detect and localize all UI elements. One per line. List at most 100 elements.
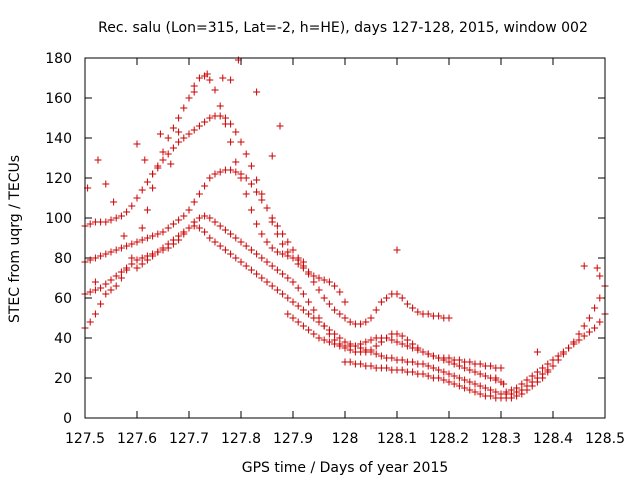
data-point [120,232,128,240]
data-point [253,88,261,96]
data-point [383,294,391,302]
data-point [409,358,417,366]
data-point [279,290,287,298]
data-point [518,380,526,388]
data-point [544,360,552,368]
data-point [206,234,214,242]
data-point [164,134,172,142]
data-point [393,330,401,338]
data-point [362,318,370,326]
data-point [289,314,297,322]
data-point [310,272,318,280]
data-point [185,130,193,138]
data-point [227,76,235,84]
data-point [377,352,385,360]
data-point [258,230,266,238]
y-tick-label: 80 [54,251,72,267]
data-point [377,298,385,306]
data-point [461,364,469,372]
data-point [502,388,510,396]
data-points [81,56,609,402]
data-point [367,348,375,356]
data-point [273,286,281,294]
axis-ticks: 127.5 127.6 127.7 127.8 127.9 128 128.1 128.2 12… [45,51,625,447]
data-point [336,310,344,318]
data-point [263,204,271,212]
x-tick-label: 128.4 [533,431,573,447]
data-point [112,246,120,254]
data-point [227,120,235,128]
data-point [107,216,115,224]
data-point [149,170,157,178]
data-point [336,288,344,296]
data-point [117,268,125,276]
data-point [372,350,380,358]
data-point [279,270,287,278]
data-point [143,178,151,186]
data-point [585,328,593,336]
data-point [219,74,227,82]
data-point [351,342,359,350]
data-point [325,338,333,346]
data-point [141,156,149,164]
data-point [221,226,229,234]
data-point [429,352,437,360]
data-point [123,242,131,250]
data-point [117,274,125,282]
data-point [294,318,302,326]
data-point [284,294,292,302]
data-point [216,168,224,176]
data-point [528,382,536,390]
data-point [455,356,463,364]
data-point [91,286,99,294]
data-point [500,380,508,388]
data-point [190,222,198,230]
data-point [237,238,245,246]
data-point [102,290,110,298]
data-point [362,346,370,354]
data-point [372,342,380,350]
data-point [409,304,417,312]
data-point [341,298,349,306]
data-point [481,372,489,380]
x-tick-label: 127.7 [169,431,209,447]
data-point [169,236,177,244]
data-point [471,388,479,396]
data-point [471,368,479,376]
data-point [549,362,557,370]
data-point [232,168,240,176]
data-point [112,214,120,222]
data-point [279,250,287,258]
data-point [403,300,411,308]
data-point [435,374,443,382]
data-point [481,384,489,392]
data-point [247,162,255,170]
data-point [357,320,365,328]
data-point [305,310,313,318]
y-tick-label: 180 [45,51,72,67]
data-point [528,372,536,380]
data-point [211,170,219,178]
data-point [247,266,255,274]
data-point [362,338,370,346]
data-point [268,282,276,290]
data-point [253,220,261,228]
data-point [91,278,99,286]
data-point [206,76,214,84]
data-point [513,392,521,400]
data-point [414,346,422,354]
data-point [357,360,365,368]
data-point [393,290,401,298]
data-point [175,232,183,240]
data-point [315,286,323,294]
data-point [331,282,339,290]
data-point [310,306,318,314]
data-point [440,376,448,384]
data-point [585,314,593,322]
data-point [476,382,484,390]
data-point [487,362,495,370]
data-point [414,308,422,316]
data-point [559,348,567,356]
data-point [533,348,541,356]
data-point [284,238,292,246]
